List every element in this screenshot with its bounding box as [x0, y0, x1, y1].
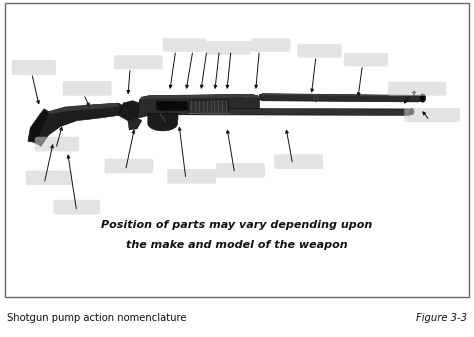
- Ellipse shape: [420, 94, 426, 102]
- FancyBboxPatch shape: [274, 154, 323, 169]
- FancyBboxPatch shape: [344, 53, 388, 66]
- FancyBboxPatch shape: [63, 81, 111, 96]
- Polygon shape: [148, 113, 178, 131]
- FancyBboxPatch shape: [105, 159, 154, 174]
- Polygon shape: [46, 103, 118, 114]
- Polygon shape: [259, 94, 423, 102]
- Polygon shape: [118, 101, 142, 121]
- FancyBboxPatch shape: [297, 44, 341, 58]
- Text: Shotgun pump action nomenclature: Shotgun pump action nomenclature: [7, 313, 187, 324]
- Polygon shape: [139, 94, 259, 100]
- FancyBboxPatch shape: [167, 169, 216, 184]
- FancyBboxPatch shape: [404, 108, 460, 122]
- Ellipse shape: [422, 96, 424, 100]
- Polygon shape: [128, 118, 142, 130]
- Text: Position of parts may vary depending upon: Position of parts may vary depending upo…: [101, 220, 373, 230]
- Text: Figure 3-3: Figure 3-3: [416, 313, 467, 324]
- FancyBboxPatch shape: [114, 55, 163, 69]
- Polygon shape: [263, 94, 418, 96]
- Text: the make and model of the weapon: the make and model of the weapon: [126, 240, 348, 250]
- FancyBboxPatch shape: [251, 38, 291, 52]
- FancyBboxPatch shape: [156, 101, 187, 111]
- Polygon shape: [36, 103, 123, 147]
- Polygon shape: [188, 99, 228, 113]
- Polygon shape: [28, 109, 49, 143]
- FancyBboxPatch shape: [26, 171, 72, 185]
- FancyBboxPatch shape: [35, 137, 79, 151]
- Polygon shape: [167, 108, 411, 115]
- FancyBboxPatch shape: [163, 38, 207, 52]
- Ellipse shape: [243, 95, 250, 97]
- FancyBboxPatch shape: [207, 41, 251, 55]
- FancyBboxPatch shape: [54, 200, 100, 214]
- Polygon shape: [137, 94, 259, 118]
- FancyBboxPatch shape: [388, 82, 446, 96]
- Ellipse shape: [410, 108, 414, 115]
- FancyBboxPatch shape: [216, 163, 265, 178]
- FancyBboxPatch shape: [12, 60, 56, 75]
